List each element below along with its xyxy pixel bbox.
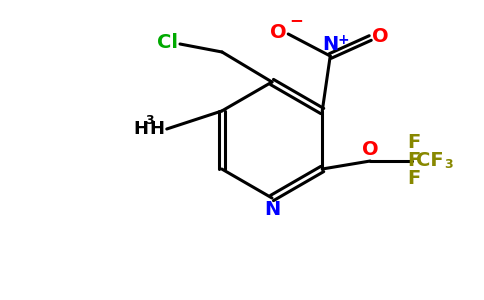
Text: F: F — [408, 152, 421, 170]
Text: 3: 3 — [145, 115, 154, 128]
Text: −: − — [289, 11, 303, 29]
Text: H: H — [134, 120, 149, 138]
Text: N: N — [322, 35, 338, 54]
Text: +: + — [337, 33, 349, 47]
Text: H: H — [150, 120, 165, 138]
Text: 3: 3 — [444, 158, 453, 170]
Text: F: F — [408, 134, 421, 152]
Text: O: O — [372, 26, 389, 46]
Text: O: O — [362, 140, 378, 159]
Text: F: F — [408, 169, 421, 188]
Text: CF: CF — [416, 152, 444, 170]
Text: N: N — [264, 200, 280, 219]
Text: O: O — [270, 22, 286, 41]
Text: Cl: Cl — [157, 32, 178, 52]
